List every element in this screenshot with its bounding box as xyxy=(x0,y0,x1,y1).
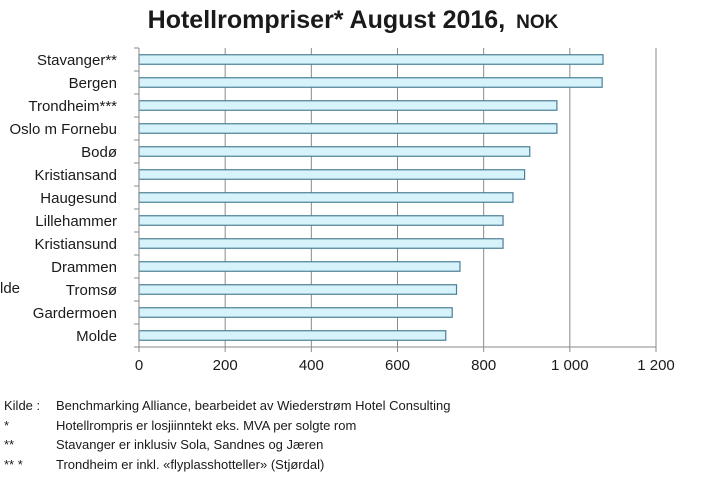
category-label: Trondheim*** xyxy=(28,98,117,115)
category-label: Tromsø xyxy=(66,282,117,299)
bar xyxy=(138,123,558,134)
footnote-mark: Kilde : xyxy=(4,398,41,413)
category-label: Stavanger** xyxy=(37,52,117,69)
chart-title-text: Hotellrompriser* August 2016, xyxy=(147,6,506,34)
x-tick-label: 600 xyxy=(385,357,410,374)
bar xyxy=(138,192,514,203)
x-tick-labels: 0 200 400 600 800 1 000 1 200 xyxy=(135,357,675,374)
category-label: Kristiansand xyxy=(34,167,117,184)
x-tick-label: 1 200 xyxy=(637,357,675,374)
footnote-mark: ** xyxy=(4,437,15,452)
category-label: Drammen xyxy=(51,259,117,276)
chart-title: Hotellrompriser* August 2016, NOK xyxy=(0,6,706,35)
bar xyxy=(138,238,504,249)
category-label: Kristiansund xyxy=(34,236,117,253)
x-tick-label: 800 xyxy=(471,357,496,374)
footnote-text: Stavanger er inklusiv Sola, Sandnes og J… xyxy=(56,437,324,452)
bar xyxy=(138,54,604,65)
bar xyxy=(138,215,504,226)
bar xyxy=(138,169,526,180)
footnote-2: ** Stavanger er inklusiv Sola, Sandnes og… xyxy=(4,435,451,455)
category-label: Molde xyxy=(76,328,117,345)
bar xyxy=(138,261,461,272)
category-label: Bodø xyxy=(81,144,117,161)
footnote-text: Benchmarking Alliance, bearbeidet av Wie… xyxy=(56,398,451,413)
axes xyxy=(134,47,657,352)
footnote-text: Hotellrompris er losjiinntekt eks. MVA p… xyxy=(56,417,357,433)
footnote-mark: * xyxy=(4,417,10,433)
footnote-source: Kilde : Benchmarking Alliance, bearbeidet… xyxy=(4,396,451,416)
x-tick-label: 400 xyxy=(299,357,324,374)
x-tick-label: 200 xyxy=(213,357,238,374)
bars xyxy=(138,54,604,341)
bar xyxy=(138,330,447,341)
bar xyxy=(138,307,453,318)
category-labels: Stavanger** Bergen Trondheim*** Oslo m Forn… xyxy=(9,52,117,345)
footnote-3: ** * Trondheim er inkl. «flyplasshottelle… xyxy=(4,455,451,475)
category-label: Bergen xyxy=(69,75,117,92)
category-label: Lillehammer xyxy=(35,213,117,230)
footnote-1: * Hotellrompris er losjiinntekt eks. MVA … xyxy=(4,416,451,436)
category-label: Haugesund xyxy=(40,190,117,207)
bar xyxy=(138,77,603,88)
cropped-label: lde xyxy=(0,280,21,297)
x-tick-label: 1 000 xyxy=(551,357,589,374)
category-label: Oslo m Fornebu xyxy=(9,121,117,138)
chart-title-unit: NOK xyxy=(516,12,559,33)
footnote-text: Trondheim er inkl. «flyplasshotteller» (… xyxy=(56,456,325,472)
bar xyxy=(138,146,531,157)
footnotes: Kilde : Benchmarking Alliance, bearbeidet… xyxy=(4,396,451,474)
bar-chart: Stavanger** Bergen Trondheim*** Oslo m Forn… xyxy=(9,47,675,374)
bar xyxy=(138,100,558,111)
category-label: Gardermoen xyxy=(33,305,117,322)
x-tick-label: 0 xyxy=(135,357,143,374)
footnote-mark: ** * xyxy=(4,456,23,472)
bar xyxy=(138,284,458,295)
